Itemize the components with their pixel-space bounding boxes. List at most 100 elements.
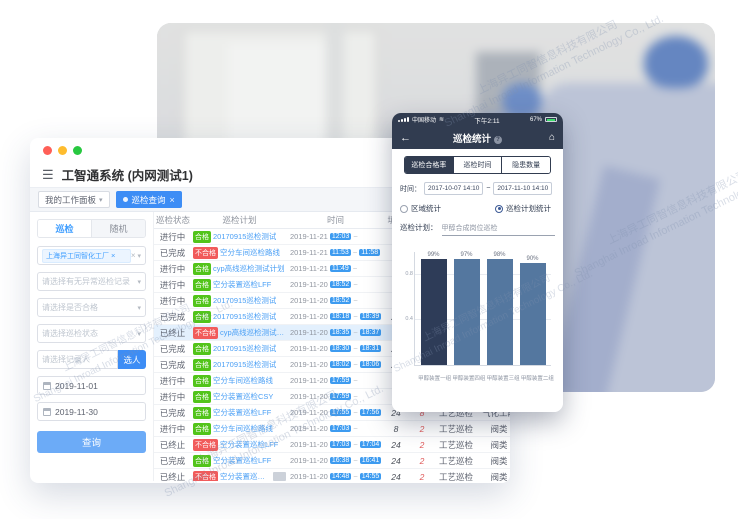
plan-link[interactable]: 空分装置巡检LFF [220, 440, 279, 449]
start-time-pill[interactable]: 18:30 [329, 345, 352, 352]
start-time-pill[interactable]: 11:49 [329, 265, 351, 272]
plan-link[interactable]: 空分装置巡检LFF [213, 456, 272, 465]
minimize-window-button[interactable] [58, 145, 67, 155]
clear-icon[interactable]: × [130, 251, 136, 260]
sidebar-tab-inspection[interactable]: 巡检 [38, 220, 91, 237]
end-time-pill[interactable]: 16:41 [359, 457, 382, 464]
recorder-input[interactable]: 请选择记录人 [37, 350, 118, 369]
abnormal-count-link[interactable]: 8 [419, 407, 425, 418]
table-row[interactable]: 已终止 不合格 空分装置巡检LFF 2019-11-20 17:03 ~ 17:… [154, 437, 510, 453]
plan-link[interactable]: 空分装置巡检LFF [213, 408, 272, 417]
end-time-pill[interactable]: 18:37 [359, 329, 382, 336]
radio-plan-stat[interactable]: 巡检计划统计 [495, 203, 551, 214]
org-select[interactable]: 上海异工同智化工厂 × × ▾ [37, 246, 146, 265]
table-row[interactable]: 已终止 不合格 空分装置巡检LPF 2019-11-20 14:48 ~ 14:… [154, 469, 510, 481]
pick-person-button[interactable]: 选人 [118, 350, 146, 369]
start-time-pill[interactable]: 18:35 [329, 329, 352, 336]
table-row[interactable]: 已完成 合格 空分装置巡检LFF 2019-11-20 17:55 ~ 17:5… [154, 405, 510, 421]
plan-link[interactable]: 20170915巡检测试 [213, 232, 277, 241]
abnormal-count-link[interactable]: 2 [419, 439, 425, 450]
table-row[interactable]: 已完成 合格 20170915巡检测试 2019-11-20 18:02 ~ 1… [154, 357, 510, 373]
segment-2[interactable]: 隐患数量 [501, 157, 550, 173]
table-row[interactable]: 进行中 合格 20170915巡检测试 2019-11-21 12:03 ~ 8 [154, 229, 510, 245]
start-time-pill[interactable]: 16:38 [329, 457, 352, 464]
table-row[interactable]: 进行中 合格 空分车间巡检路线 2019-11-20 17:03 ~ 8 2 工… [154, 421, 510, 437]
section-label: 阀类 [490, 455, 508, 466]
abnormal-count-link[interactable]: 2 [419, 423, 425, 434]
status-select[interactable]: 请选择巡检状态 ▾ [37, 324, 146, 343]
fill-count-link[interactable]: 8 [393, 423, 399, 434]
start-time-pill[interactable]: 18:52 [329, 297, 352, 304]
end-time-pill[interactable]: 11:58 [359, 249, 381, 256]
col-header-status: 巡检状态 [156, 215, 191, 225]
plan-link[interactable]: 20170915巡检测试 [213, 312, 277, 321]
start-date-input[interactable]: 2019-11-01 [37, 376, 146, 395]
table-row[interactable]: 进行中 合格 20170915巡检测试 2019-11-20 18:52 ~ 8 [154, 293, 510, 309]
fill-count-link[interactable]: 24 [391, 407, 401, 418]
fill-count-link[interactable]: 24 [391, 439, 401, 450]
end-time-pill[interactable]: 17:04 [359, 441, 382, 448]
plan-link[interactable]: 空分装置巡检LPF [220, 472, 271, 481]
query-button[interactable]: 查询 [37, 431, 146, 453]
help-icon[interactable]: ? [494, 135, 502, 144]
maximize-window-button[interactable] [73, 145, 82, 155]
radio-area-stat[interactable]: 区域统计 [400, 203, 441, 214]
carrier-label: 中国移动 [412, 118, 437, 124]
tab-workspace[interactable]: 我的工作面板 ▾ [38, 191, 110, 208]
plan-link[interactable]: 空分装置巡检CSY [213, 392, 274, 401]
end-time-pill[interactable]: 18:39 [359, 313, 382, 320]
end-time-pill[interactable]: 17:56 [359, 409, 382, 416]
start-time-pill[interactable]: 14:48 [329, 473, 352, 480]
start-time-pill[interactable]: 17:59 [329, 393, 352, 400]
table-row[interactable]: 进行中 合格 cyp高线巡检测试计划 2019-11-21 11:49 ~ 8 [154, 261, 510, 277]
home-icon[interactable]: ⌂ [548, 132, 555, 143]
plan-link[interactable]: 空分装置巡检LFF [213, 280, 272, 289]
abnormal-record-select[interactable]: 请选择有无异常巡检记录 ▾ [37, 272, 146, 291]
plan-link[interactable]: 空分车间巡检路线 [213, 424, 273, 433]
start-time-pill[interactable]: 18:52 [329, 281, 352, 288]
start-time-pill[interactable]: 12:03 [329, 233, 352, 240]
table-row[interactable]: 已完成 合格 空分装置巡检LFF 2019-11-20 16:38 ~ 16:4… [154, 453, 510, 469]
close-tab-icon[interactable]: × [169, 194, 175, 205]
end-date-input[interactable]: 2019-11-30 [37, 402, 146, 421]
chart-plot-area: 0.8 0.4 99% 97% 98% 90% [405, 252, 551, 366]
end-time-pill[interactable]: 18:06 [359, 361, 382, 368]
segment-1[interactable]: 巡检时间 [452, 157, 502, 173]
end-time-pill[interactable]: 14:55 [359, 473, 382, 480]
start-time-pill[interactable]: 17:55 [329, 409, 352, 416]
plan-link[interactable]: cyp高线巡检测试计划 [213, 264, 285, 273]
start-time-pill[interactable]: 18:02 [329, 361, 352, 368]
pass-select[interactable]: 请选择是否合格 ▾ [37, 298, 146, 317]
abnormal-count-link[interactable]: 2 [419, 471, 425, 482]
bar-2[interactable]: 98% [486, 252, 513, 365]
start-time-pill[interactable]: 17:03 [329, 425, 352, 432]
fill-count-link[interactable]: 24 [391, 455, 401, 466]
plan-link[interactable]: 20170915巡检测试 [213, 296, 277, 305]
plan-value-input[interactable]: 甲醇合成岗位巡检 [441, 223, 555, 236]
remove-tag-icon[interactable]: × [111, 251, 116, 260]
time-from-input[interactable]: 2017-10-07 14:10 [424, 182, 484, 195]
plan-link[interactable]: 空分车间巡检路线 [220, 248, 280, 257]
plan-link[interactable]: 20170915巡检测试 [213, 360, 277, 369]
plan-link[interactable]: 空分车间巡检路线 [213, 376, 273, 385]
segment-0[interactable]: 巡检合格率 [405, 157, 453, 173]
fill-count-link[interactable]: 24 [391, 471, 401, 482]
back-icon[interactable]: ← [400, 131, 411, 144]
tab-inspection-query[interactable]: 巡检查询 × [115, 191, 182, 208]
time-to-input[interactable]: 2017-11-10 14:10 [493, 182, 553, 195]
bar-0[interactable]: 99% [420, 252, 447, 365]
start-time-pill[interactable]: 17:59 [329, 377, 352, 384]
abnormal-count-link[interactable]: 2 [419, 455, 425, 466]
start-time-pill[interactable]: 18:18 [329, 313, 352, 320]
close-window-button[interactable] [43, 145, 52, 155]
start-time-pill[interactable]: 17:03 [329, 441, 352, 448]
menu-icon[interactable]: ☰ [42, 166, 54, 182]
sidebar-tab-random[interactable]: 随机 [91, 220, 145, 237]
bar-1[interactable]: 97% [453, 252, 480, 365]
table-row[interactable]: 已完成 不合格 空分车间巡检路线 2019-11-21 11:53 ~ 11:5… [154, 245, 510, 261]
plan-link[interactable]: 20170915巡检测试 [213, 344, 277, 353]
start-time-pill[interactable]: 11:53 [329, 249, 351, 256]
bar-3[interactable]: 90% [519, 252, 546, 365]
plan-link[interactable]: cyp高线巡检测试计划 [220, 328, 286, 337]
end-time-pill[interactable]: 18:31 [359, 345, 382, 352]
